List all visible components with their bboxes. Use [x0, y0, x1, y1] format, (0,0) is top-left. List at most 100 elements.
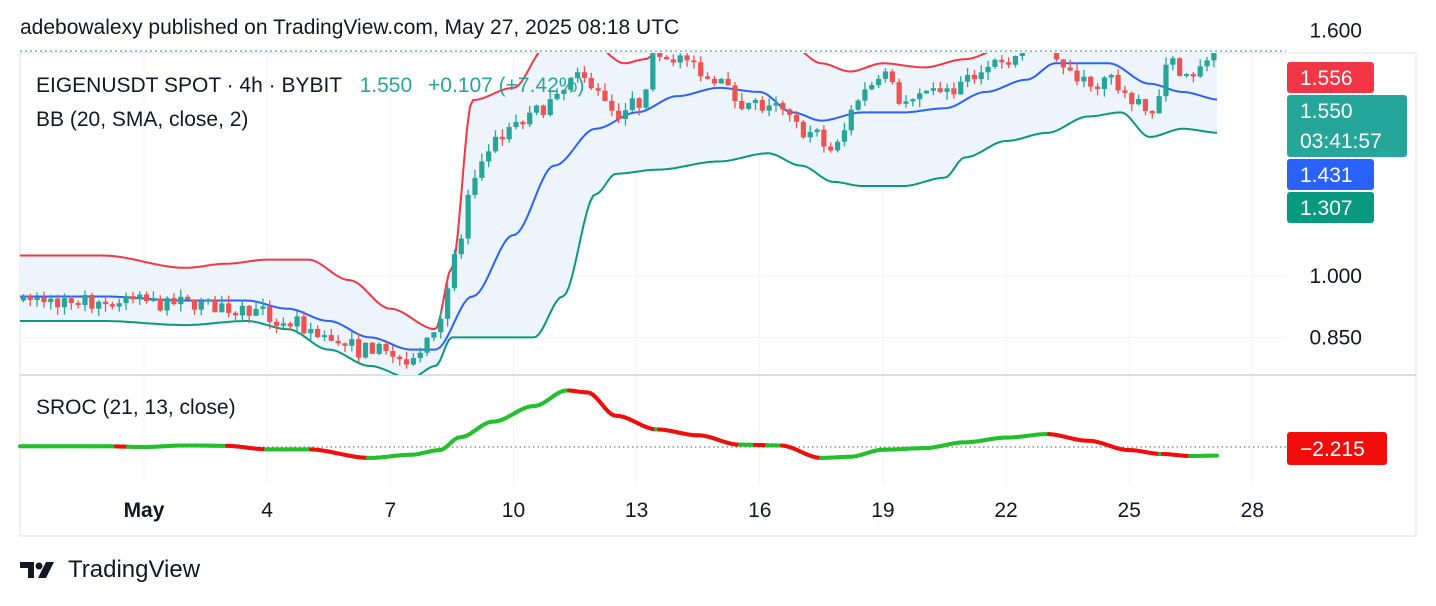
candle-body [1115, 74, 1121, 91]
candle [814, 127, 820, 137]
candle [1142, 98, 1149, 116]
candle [41, 291, 47, 308]
candle-body [431, 332, 437, 338]
candle-body [636, 98, 642, 108]
candle-body [691, 60, 697, 63]
candle-body [61, 298, 68, 308]
candle-body [486, 151, 492, 162]
candle [431, 332, 437, 342]
candle [711, 75, 718, 87]
candle [328, 328, 334, 342]
candle-body [342, 343, 348, 346]
candle-body [670, 59, 676, 63]
candle-body [267, 306, 273, 322]
candle [96, 300, 102, 317]
price-label-box [1287, 159, 1374, 190]
legend-sroc: SROC (21, 13, close) [36, 396, 236, 419]
candle [636, 97, 642, 116]
time-axis[interactable]: May 4 7 10 13 16 19 22 25 28 [124, 499, 1264, 522]
candle-body [246, 305, 252, 316]
candle-body [102, 301, 109, 305]
candle-body [424, 337, 430, 353]
countdown-text: 03:41:57 [1300, 130, 1382, 153]
candle-body [1108, 74, 1114, 78]
candle-body [1053, 53, 1060, 60]
candle [1129, 91, 1135, 112]
candle [752, 97, 759, 110]
candle-body [1101, 77, 1108, 90]
price-label-text: 1.550 [1300, 100, 1353, 123]
candle-body [657, 53, 663, 57]
candle [1190, 72, 1196, 83]
candle-body [807, 132, 813, 138]
candle [1094, 83, 1101, 96]
candle [800, 119, 806, 139]
candle [999, 55, 1005, 69]
candle [910, 98, 916, 107]
price-axis[interactable]: 1.600 1.000 0.850 [1309, 20, 1362, 350]
candle-body [513, 121, 519, 128]
candle-body [253, 308, 259, 316]
footer-brand[interactable]: TradingView [20, 556, 200, 584]
candle [27, 293, 33, 307]
candle [315, 325, 321, 339]
candle [882, 68, 889, 83]
time-tick-13: 13 [625, 499, 648, 522]
candle-body [746, 102, 752, 109]
candle [273, 318, 280, 334]
candle-body [958, 81, 964, 95]
candle-body [978, 72, 984, 80]
price-tick-1.600: 1.600 [1309, 20, 1362, 43]
candle-body [239, 305, 245, 316]
candle-body [876, 78, 882, 86]
candle [383, 341, 389, 355]
candle [123, 292, 129, 311]
footer-brand-text: TradingView [68, 556, 201, 583]
candle [1156, 89, 1162, 114]
candle-body [787, 109, 793, 115]
candle [1197, 59, 1203, 78]
candle-body [445, 288, 451, 319]
candle [602, 83, 608, 102]
candle-body [711, 78, 718, 84]
candle [239, 300, 245, 322]
candle-body [27, 296, 33, 300]
candle [1060, 59, 1066, 75]
candle [499, 129, 505, 146]
candle [116, 298, 122, 312]
candle [308, 322, 314, 341]
candle [397, 354, 403, 366]
candle-body [848, 109, 854, 131]
candle-body [999, 59, 1005, 63]
candle [486, 144, 492, 168]
candle [178, 289, 184, 312]
candle-body [232, 312, 239, 316]
candle-body [369, 342, 375, 354]
candle-body [390, 350, 396, 357]
candle-body [643, 89, 649, 108]
candle [287, 321, 293, 330]
candle [458, 234, 464, 259]
legend-line: EIGENUSDT SPOT · 4h · BYBIT 1.550 +0.107… [36, 74, 584, 97]
candle [657, 53, 663, 62]
candle-body [82, 294, 88, 306]
candle [581, 66, 588, 83]
candle [1053, 53, 1060, 62]
candle-body [75, 302, 81, 306]
candle [109, 301, 115, 310]
candle-body [773, 103, 779, 106]
time-tick-10: 10 [502, 499, 525, 522]
candle-body [321, 335, 328, 338]
candle [280, 317, 287, 329]
candle-body [520, 121, 526, 125]
candle [547, 91, 553, 117]
sroc-label-box [1287, 432, 1387, 465]
candle-body [616, 110, 622, 120]
candle-body [650, 53, 656, 90]
candle-body [417, 352, 423, 359]
candle [171, 293, 177, 306]
candle-body [739, 100, 745, 109]
candle [684, 53, 690, 67]
candle [1136, 94, 1142, 106]
